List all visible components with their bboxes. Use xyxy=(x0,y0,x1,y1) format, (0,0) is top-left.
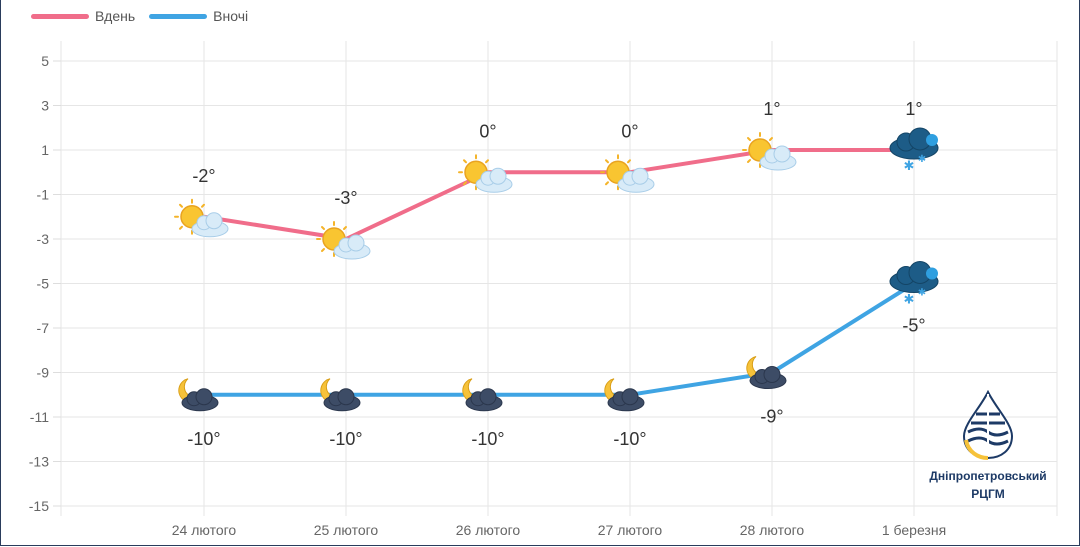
moon-cloud-icon xyxy=(178,378,219,412)
y-tick-label: -13 xyxy=(29,454,49,470)
data-label: 1° xyxy=(905,99,922,119)
moon-cloud-icon xyxy=(462,378,503,412)
x-axis: 24 лютого 25 лютого 26 лютого 27 лютого 28 л… xyxy=(172,522,946,538)
data-label: -10° xyxy=(329,429,362,449)
data-label: -10° xyxy=(471,429,504,449)
y-tick-label: -15 xyxy=(29,498,49,514)
sun-cloud-icon xyxy=(175,200,228,237)
sun-cloud-icon xyxy=(317,222,370,259)
data-label: -10° xyxy=(187,429,220,449)
y-tick-label: -7 xyxy=(37,320,50,336)
data-label: -2° xyxy=(192,166,215,186)
data-label: 1° xyxy=(763,99,780,119)
sun-cloud-icon xyxy=(459,155,512,192)
series: -2° -3° 0° 0° 1° 1° -10° -10° -10° -10° -9° -5° xyxy=(175,99,939,449)
series-line-day xyxy=(203,148,914,241)
x-tick-label: 27 лютого xyxy=(598,522,663,538)
logo-text-line1: Дніпропетровський xyxy=(929,469,1047,483)
sun-cloud-icon xyxy=(601,155,654,192)
x-tick-label: 28 лютого xyxy=(740,522,805,538)
snow-cloud-icon xyxy=(889,127,939,175)
x-tick-label: 1 березня xyxy=(882,522,946,538)
y-tick-label: -11 xyxy=(30,409,49,425)
data-label: 0° xyxy=(479,121,496,141)
drop-logo-icon xyxy=(962,389,1014,460)
y-tick-label: 5 xyxy=(41,53,49,69)
legend: Вдень Вночі xyxy=(31,8,262,24)
y-tick-label: 3 xyxy=(41,98,49,114)
y-tick-label: -9 xyxy=(37,365,50,381)
data-label: 0° xyxy=(621,121,638,141)
data-label: -5° xyxy=(902,316,925,336)
y-tick-label: -5 xyxy=(37,276,50,292)
legend-label-day: Вдень xyxy=(95,8,136,24)
grid xyxy=(60,41,1058,516)
rcgm-logo: Дніпропетровський РЦГМ xyxy=(913,389,1063,501)
legend-item-day[interactable]: Вдень xyxy=(31,8,135,24)
data-label: -9° xyxy=(760,407,783,427)
x-tick-label: 24 лютого xyxy=(172,522,237,538)
series-line-night xyxy=(204,281,916,397)
y-tick-label: 1 xyxy=(41,142,49,158)
y-axis: 5 3 1 -1 -3 -5 -7 -9 -11 -13 -15 xyxy=(29,53,61,514)
y-tick-label: -3 xyxy=(37,231,50,247)
snow-cloud-icon xyxy=(889,261,939,308)
legend-item-night[interactable]: Вночі xyxy=(149,8,248,24)
logo-text-line2: РЦГМ xyxy=(971,487,1005,501)
moon-cloud-icon xyxy=(746,356,787,389)
data-label: -3° xyxy=(334,188,357,208)
moon-cloud-icon xyxy=(320,378,361,412)
data-label: -10° xyxy=(613,429,646,449)
legend-label-night: Вночі xyxy=(213,8,249,24)
x-tick-label: 25 лютого xyxy=(314,522,379,538)
x-tick-label: 26 лютого xyxy=(456,522,521,538)
legend-swatch-day xyxy=(31,13,89,19)
y-tick-label: -1 xyxy=(37,187,50,203)
sun-cloud-icon xyxy=(743,133,796,170)
legend-swatch-night xyxy=(149,13,208,19)
moon-cloud-icon xyxy=(604,378,645,412)
